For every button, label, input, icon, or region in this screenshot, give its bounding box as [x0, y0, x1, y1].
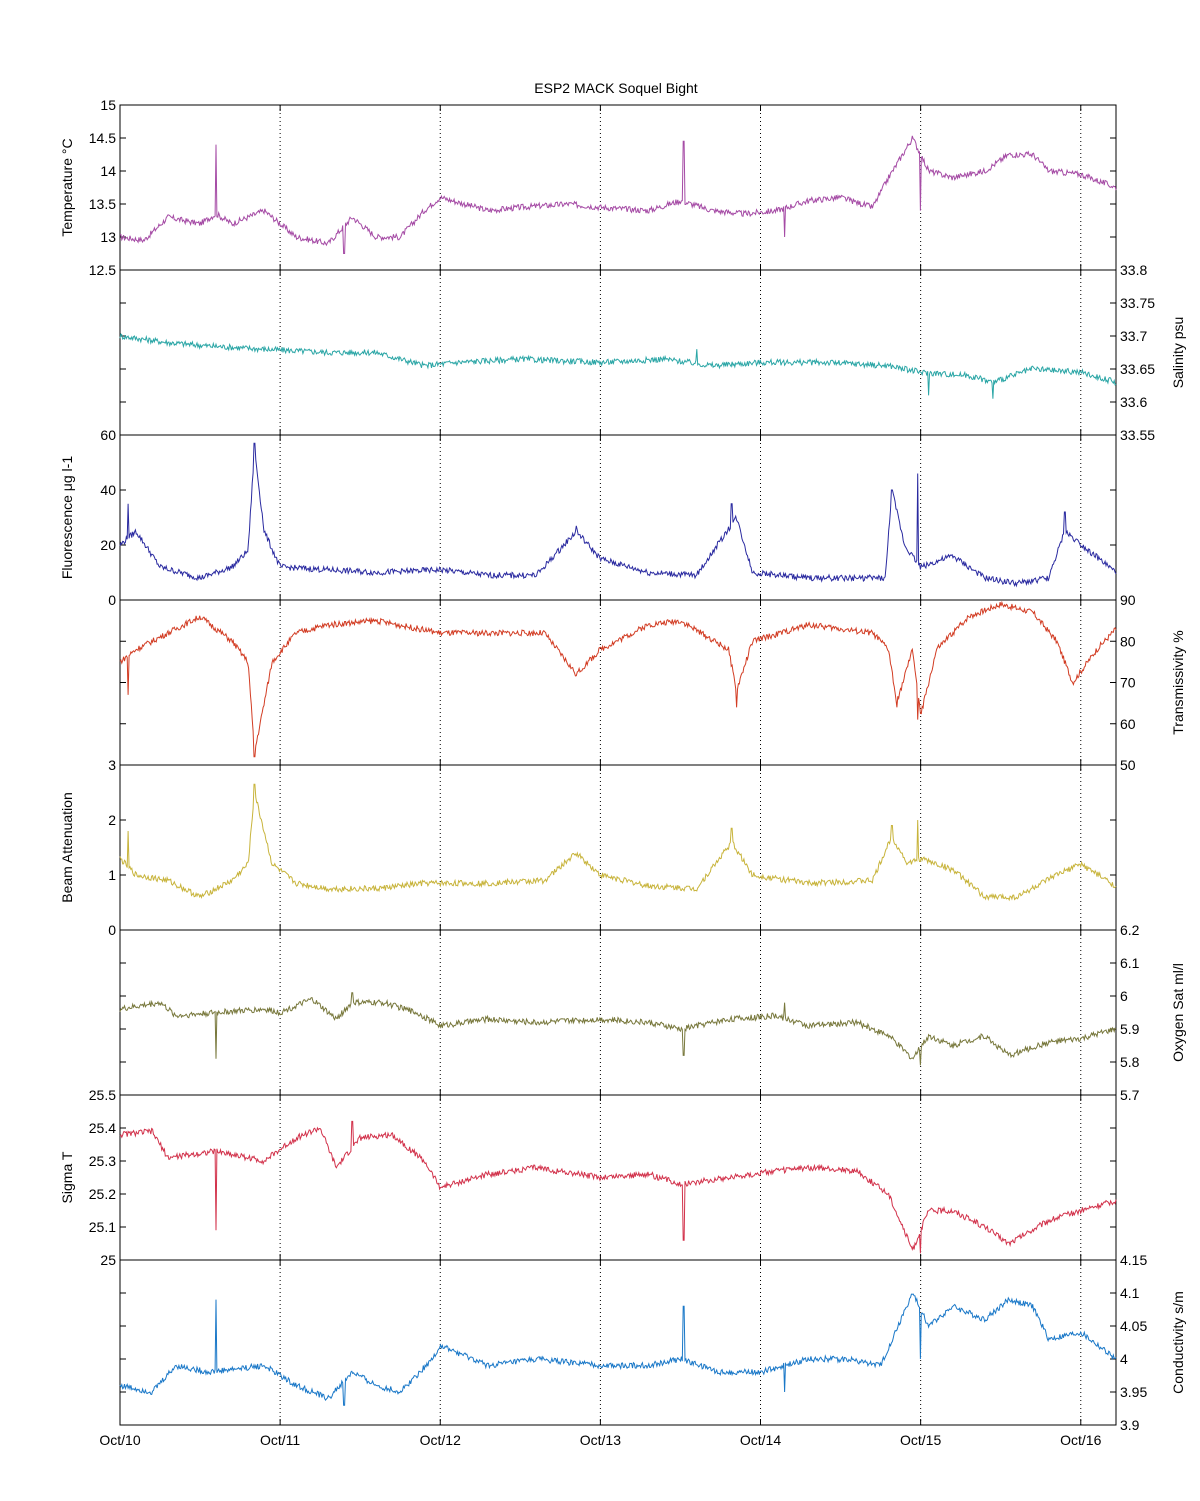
y-tick-label: 33.6: [1120, 394, 1147, 410]
y-tick-label: 25.4: [89, 1120, 116, 1136]
data-series-line: [119, 1293, 1117, 1406]
y-tick-label: 15: [100, 97, 116, 113]
y-tick-label: 5.7: [1120, 1087, 1140, 1103]
data-series-line: [119, 442, 1117, 588]
y-tick-label: 25.3: [89, 1153, 116, 1169]
x-tick-label: Oct/12: [420, 1432, 461, 1448]
y-axis-label: Oxygen Sat ml/l: [1170, 963, 1186, 1062]
y-tick-label: 12.5: [89, 262, 116, 278]
panel-8: 3.9 3.95 4 4.05 4.1 4.15 Conductivity s/m: [119, 1252, 1186, 1433]
y-tick-label: 25.5: [89, 1087, 116, 1103]
y-axis-label: Fluorescence μg l-1: [59, 456, 75, 579]
data-series-line: [119, 783, 1117, 902]
y-tick-label: 4.1: [1120, 1285, 1140, 1301]
y-tick-label: 33.75: [1120, 295, 1155, 311]
panel-frame: [119, 269, 1117, 436]
panel-2: 33.55 33.6 33.65 33.7 33.75 33.8 Salinity psu: [119, 262, 1186, 443]
y-tick-label: 33.65: [1120, 361, 1155, 377]
panel-frame: [119, 1259, 1117, 1426]
panel-3: 0 20 40 60 Fluorescence μg l-1: [59, 427, 1117, 608]
y-tick-label: 4.15: [1120, 1252, 1147, 1268]
x-tick-label: Oct/11: [260, 1432, 300, 1448]
y-tick-label: 40: [100, 482, 116, 498]
y-axis-label: Beam Attenuation: [59, 792, 75, 903]
y-axis-label: Conductivity s/m: [1170, 1291, 1186, 1394]
y-tick-label: 14: [100, 163, 116, 179]
y-tick-label: 33.7: [1120, 328, 1147, 344]
y-tick-label: 1: [108, 867, 116, 883]
panel-frame: [119, 764, 1117, 931]
y-tick-label: 25.1: [89, 1219, 116, 1235]
y-tick-label: 50: [1120, 757, 1136, 773]
y-tick-label: 25: [100, 1252, 116, 1268]
data-series-line: [119, 333, 1117, 399]
y-tick-label: 13.5: [89, 196, 116, 212]
y-tick-label: 60: [100, 427, 116, 443]
y-tick-label: 3.95: [1120, 1384, 1147, 1400]
panel-frame: [119, 929, 1117, 1096]
y-tick-label: 0: [108, 592, 116, 608]
y-tick-label: 33.55: [1120, 427, 1155, 443]
y-tick-label: 80: [1120, 633, 1136, 649]
y-axis-label: Transmissivity %: [1170, 630, 1186, 735]
y-tick-label: 90: [1120, 592, 1136, 608]
data-series-line: [119, 135, 1117, 254]
panel-6: 5.7 5.8 5.9 6 6.1 6.2 Oxygen Sat ml/l: [119, 922, 1186, 1103]
y-axis-label: Salinity psu: [1170, 317, 1186, 389]
x-tick-label: Oct/16: [1060, 1432, 1101, 1448]
panel-4: 50 60 70 80 90 Transmissivity %: [119, 592, 1186, 773]
panel-frame: [119, 599, 1117, 766]
y-tick-label: 3.9: [1120, 1417, 1140, 1433]
y-tick-label: 3: [108, 757, 116, 773]
panel-7: 25 25.1 25.2 25.3 25.4 25.5 Sigma T: [59, 1087, 1117, 1268]
y-tick-label: 0: [108, 922, 116, 938]
x-tick-label: Oct/13: [580, 1432, 621, 1448]
y-tick-label: 70: [1120, 675, 1136, 691]
panel-1: 13 13.5 14 14.5 15 12.5 Temperature °C: [59, 97, 1117, 278]
panel-5: 0 1 2 3 Beam Attenuation: [59, 757, 1117, 938]
y-tick-label: 25.2: [89, 1186, 116, 1202]
y-tick-label: 33.8: [1120, 262, 1147, 278]
data-series-line: [119, 992, 1117, 1066]
y-axis-label: Sigma T: [59, 1151, 75, 1203]
panel-frame: [119, 434, 1117, 601]
chart-title: ESP2 MACK Soquel Bight: [534, 80, 698, 96]
data-series-line: [119, 1120, 1117, 1254]
x-tick-label: Oct/14: [740, 1432, 781, 1448]
y-tick-label: 4.05: [1120, 1318, 1147, 1334]
y-axis-label: Temperature °C: [59, 138, 75, 236]
x-axis: Oct/10 Oct/11 Oct/12 Oct/13 Oct/14 Oct/15 Oct/…: [99, 1432, 1101, 1448]
y-tick-label: 6.2: [1120, 922, 1140, 938]
y-tick-label: 60: [1120, 716, 1136, 732]
panel-frame: [119, 104, 1117, 271]
y-tick-label: 2: [108, 812, 116, 828]
y-tick-label: 20: [100, 537, 116, 553]
x-tick-label: Oct/10: [99, 1432, 140, 1448]
y-tick-label: 6.1: [1120, 955, 1140, 971]
y-tick-label: 4: [1120, 1351, 1128, 1367]
x-tick-label: Oct/15: [900, 1432, 941, 1448]
y-tick-label: 14.5: [89, 130, 116, 146]
y-tick-label: 6: [1120, 988, 1128, 1004]
y-tick-label: 5.8: [1120, 1054, 1140, 1070]
data-series-line: [119, 600, 1117, 758]
y-tick-label: 5.9: [1120, 1021, 1140, 1037]
y-tick-label: 13: [100, 229, 116, 245]
